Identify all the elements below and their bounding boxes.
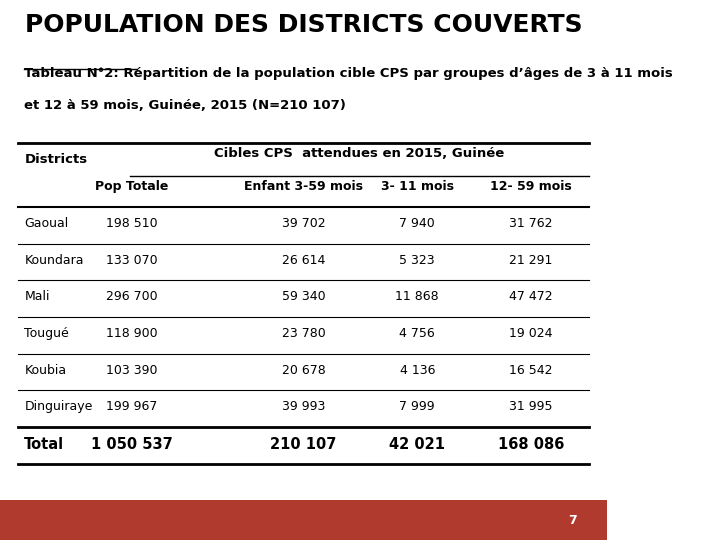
- Text: Koundara: Koundara: [24, 254, 84, 267]
- Text: 7 940: 7 940: [400, 217, 435, 230]
- Text: POPULATION DES DISTRICTS COUVERTS: POPULATION DES DISTRICTS COUVERTS: [24, 14, 582, 37]
- Text: 21 291: 21 291: [509, 254, 553, 267]
- Text: 31 762: 31 762: [509, 217, 553, 230]
- Text: 39 993: 39 993: [282, 401, 325, 414]
- Text: 47 472: 47 472: [509, 291, 553, 303]
- Text: 7 999: 7 999: [400, 401, 435, 414]
- Text: Dinguiraye: Dinguiraye: [24, 401, 93, 414]
- Text: 59 340: 59 340: [282, 291, 325, 303]
- Text: 4 756: 4 756: [400, 327, 435, 340]
- Text: 199 967: 199 967: [107, 401, 158, 414]
- Text: Total: Total: [24, 437, 64, 453]
- Text: 16 542: 16 542: [509, 364, 553, 377]
- Text: 20 678: 20 678: [282, 364, 325, 377]
- Text: 103 390: 103 390: [107, 364, 158, 377]
- Text: Enfant 3-59 mois: Enfant 3-59 mois: [244, 180, 363, 193]
- Text: 198 510: 198 510: [106, 217, 158, 230]
- Text: 19 024: 19 024: [509, 327, 553, 340]
- Text: Districts: Districts: [24, 153, 87, 166]
- Text: 296 700: 296 700: [106, 291, 158, 303]
- Text: 42 021: 42 021: [390, 437, 445, 453]
- Text: 12- 59 mois: 12- 59 mois: [490, 180, 572, 193]
- Text: 210 107: 210 107: [270, 437, 337, 453]
- Text: 133 070: 133 070: [106, 254, 158, 267]
- Text: 5 323: 5 323: [400, 254, 435, 267]
- Text: Koubia: Koubia: [24, 364, 66, 377]
- Text: 39 702: 39 702: [282, 217, 325, 230]
- FancyBboxPatch shape: [0, 500, 607, 540]
- Text: Cibles CPS  attendues en 2015, Guinée: Cibles CPS attendues en 2015, Guinée: [215, 147, 505, 160]
- Text: et 12 à 59 mois, Guinée, 2015 (N=210 107): et 12 à 59 mois, Guinée, 2015 (N=210 107…: [24, 99, 346, 112]
- Text: 1 050 537: 1 050 537: [91, 437, 173, 453]
- Text: 23 780: 23 780: [282, 327, 325, 340]
- Text: 168 086: 168 086: [498, 437, 564, 453]
- Text: Tougué: Tougué: [24, 327, 69, 340]
- Text: 31 995: 31 995: [509, 401, 553, 414]
- Text: Tableau N°2: Répartition de la population cible CPS par groupes d’âges de 3 à 11: Tableau N°2: Répartition de la populatio…: [24, 68, 673, 80]
- Text: 7: 7: [568, 514, 577, 526]
- Text: 26 614: 26 614: [282, 254, 325, 267]
- Text: Gaoual: Gaoual: [24, 217, 68, 230]
- Text: 4 136: 4 136: [400, 364, 435, 377]
- Text: 11 868: 11 868: [395, 291, 439, 303]
- Text: 118 900: 118 900: [106, 327, 158, 340]
- Text: Pop Totale: Pop Totale: [95, 180, 168, 193]
- Text: 3- 11 mois: 3- 11 mois: [381, 180, 454, 193]
- Text: Mali: Mali: [24, 291, 50, 303]
